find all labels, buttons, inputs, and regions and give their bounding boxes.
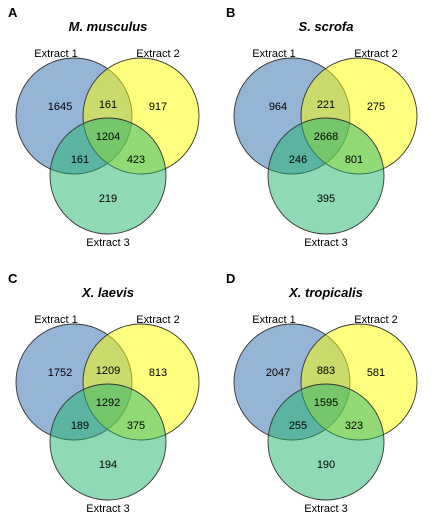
extract-3-circle <box>49 383 167 501</box>
count-extract-2-3: 375 <box>127 420 145 432</box>
count-extract-1-3: 189 <box>71 420 89 432</box>
count-extract-3-only: 219 <box>99 193 117 205</box>
count-extract-2-only: 275 <box>367 101 385 113</box>
set-label-extract-2: Extract 2 <box>354 314 397 326</box>
count-all-extracts: 1204 <box>96 131 120 143</box>
count-extract-2-only: 813 <box>149 367 167 379</box>
count-extract-1-only: 1645 <box>48 101 72 113</box>
venn-panel-a: A M. musculus Extract 1 Extract 2 Extract 3 1… <box>8 5 200 249</box>
count-extract-1-only: 964 <box>269 101 287 113</box>
count-extract-1-only: 2047 <box>266 367 290 379</box>
count-extract-1-3: 255 <box>289 420 307 432</box>
extract-3-circle <box>267 383 385 501</box>
set-label-extract-3: Extract 3 <box>86 237 129 249</box>
set-label-extract-2: Extract 2 <box>354 48 397 60</box>
set-label-extract-3: Extract 3 <box>86 503 129 515</box>
set-label-extract-1: Extract 1 <box>252 48 295 60</box>
extract-3-circle <box>267 117 385 235</box>
set-label-extract-3: Extract 3 <box>304 237 347 249</box>
set-label-extract-1: Extract 1 <box>34 48 77 60</box>
venn-panel-b: B S. scrofa Extract 1 Extract 2 Extract 3 964… <box>226 5 418 249</box>
count-all-extracts: 1595 <box>314 397 338 409</box>
count-extract-1-3: 161 <box>71 154 89 166</box>
panel-title: X. tropicalis <box>288 285 363 300</box>
panel-letter: A <box>8 5 18 20</box>
count-extract-3-only: 194 <box>99 459 117 471</box>
count-extract-3-only: 395 <box>317 193 335 205</box>
extract-3-circle <box>49 117 167 235</box>
count-all-extracts: 1292 <box>96 397 120 409</box>
count-extract-1-2: 883 <box>317 365 335 377</box>
count-extract-1-2: 1209 <box>96 365 120 377</box>
set-label-extract-1: Extract 1 <box>34 314 77 326</box>
count-extract-1-2: 161 <box>99 99 117 111</box>
count-extract-2-3: 423 <box>127 154 145 166</box>
set-label-extract-1: Extract 1 <box>252 314 295 326</box>
count-extract-2-3: 323 <box>345 420 363 432</box>
panel-title: M. musculus <box>69 19 148 34</box>
count-extract-3-only: 190 <box>317 459 335 471</box>
panel-letter: D <box>226 271 235 286</box>
count-extract-1-3: 246 <box>289 154 307 166</box>
panel-letter: C <box>8 271 18 286</box>
set-label-extract-2: Extract 2 <box>136 314 179 326</box>
count-extract-1-2: 221 <box>317 99 335 111</box>
panel-title: S. scrofa <box>299 19 354 34</box>
count-extract-1-only: 1752 <box>48 367 72 379</box>
panel-title: X. laevis <box>81 285 134 300</box>
venn-panel-c: C X. laevis Extract 1 Extract 2 Extract 3 175… <box>8 271 200 515</box>
set-label-extract-2: Extract 2 <box>136 48 179 60</box>
panel-letter: B <box>226 5 235 20</box>
count-all-extracts: 2668 <box>314 131 338 143</box>
venn-panel-d: D X. tropicalis Extract 1 Extract 2 Extract … <box>226 271 418 515</box>
set-label-extract-3: Extract 3 <box>304 503 347 515</box>
count-extract-2-only: 917 <box>149 101 167 113</box>
count-extract-2-3: 801 <box>345 154 363 166</box>
count-extract-2-only: 581 <box>367 367 385 379</box>
